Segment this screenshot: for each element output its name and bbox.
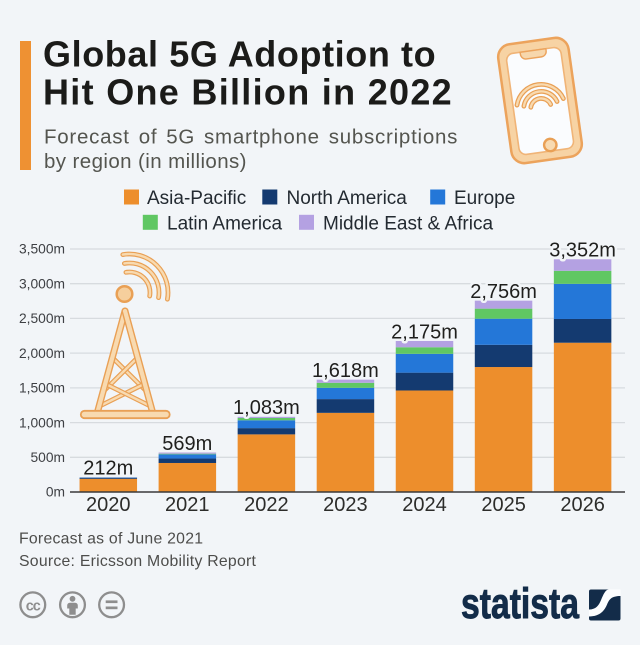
svg-text:569m: 569m [162,433,212,455]
svg-text:1,500m: 1,500m [19,381,65,396]
svg-text:statista: statista [461,580,580,628]
svg-text:3,500m: 3,500m [19,242,65,257]
svg-text:North America: North America [287,188,408,209]
svg-text:1,000m: 1,000m [19,415,65,430]
svg-text:Forecast of 5G smartphone subs: Forecast of 5G smartphone subscriptions [44,126,458,149]
svg-text:1,083m: 1,083m [233,397,300,419]
svg-text:500m: 500m [30,450,65,465]
svg-text:Asia-Pacific: Asia-Pacific [147,188,246,209]
svg-text:2,175m: 2,175m [391,321,458,343]
svg-text:Latin America: Latin America [167,213,283,234]
svg-text:2023: 2023 [323,494,368,516]
svg-text:2026: 2026 [560,494,605,516]
svg-text:2,756m: 2,756m [470,281,537,303]
svg-text:2024: 2024 [402,494,447,516]
svg-text:2,500m: 2,500m [19,311,65,326]
svg-text:Global 5G Adoption to: Global 5G Adoption to [43,34,436,75]
svg-text:3,352m: 3,352m [549,240,616,262]
svg-text:0m: 0m [46,485,65,500]
svg-text:Hit One Billion in 2022: Hit One Billion in 2022 [43,72,453,113]
svg-text:cc: cc [26,598,41,614]
svg-text:2,000m: 2,000m [19,346,65,361]
svg-text:2022: 2022 [244,494,289,516]
svg-text:1,618m: 1,618m [312,360,379,382]
svg-text:3,000m: 3,000m [19,276,65,291]
svg-text:212m: 212m [83,458,133,480]
svg-text:by region (in millions): by region (in millions) [44,150,247,173]
svg-text:2021: 2021 [165,494,210,516]
svg-text:Source: Ericsson Mobility Repo: Source: Ericsson Mobility Report [19,553,257,570]
svg-text:Middle East & Africa: Middle East & Africa [323,213,493,234]
svg-text:2020: 2020 [86,494,131,516]
svg-text:Europe: Europe [454,188,515,209]
svg-text:2025: 2025 [481,494,526,516]
svg-text:Forecast as of June 2021: Forecast as of June 2021 [19,531,203,548]
